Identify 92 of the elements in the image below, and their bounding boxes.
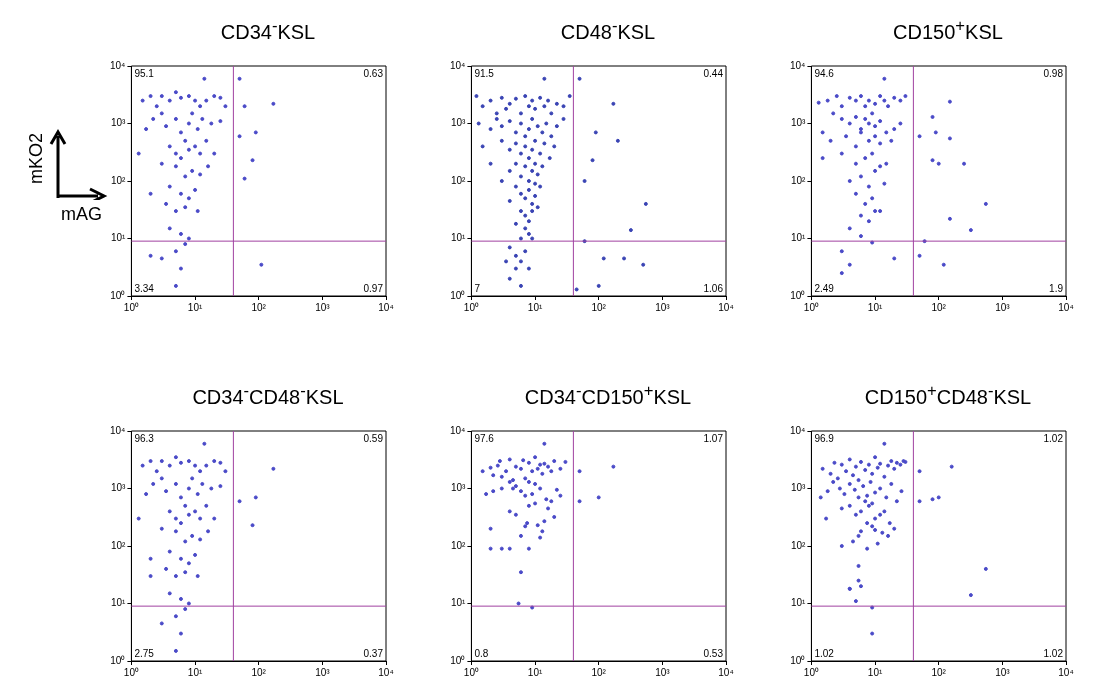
y-tick-label: 10² [450, 174, 467, 186]
y-tick-label: 10⁰ [450, 289, 466, 301]
annotation: 94.6 [814, 67, 835, 79]
x-tick-label: 10⁴ [1058, 666, 1074, 678]
annotation: 0.97 [363, 282, 384, 294]
x-tick-label: 10⁴ [378, 666, 394, 678]
x-tick-label: 10¹ [527, 301, 543, 313]
chart-title: CD150$^{+}$KSL [892, 16, 1004, 44]
y-tick-label: 10⁰ [450, 654, 466, 666]
y-tick-label: 10⁰ [790, 654, 806, 666]
y-tick-label: 10¹ [450, 232, 467, 244]
annotation: 2.75 [134, 647, 155, 659]
x-tick-label: 10⁰ [803, 301, 819, 313]
annotation: 97.6 [474, 432, 495, 444]
y-tick-label: 10⁰ [110, 654, 126, 666]
annotation: 0.44 [703, 67, 724, 79]
x-tick-label: 10² [251, 301, 267, 313]
x-tick-label: 10² [931, 301, 947, 313]
y-tick-label: 10⁴ [790, 424, 806, 436]
y-tick-label: 10⁴ [450, 59, 466, 71]
x-tick-label: 10⁰ [803, 666, 819, 678]
y-tick-label: 10² [110, 539, 127, 551]
y-tick-label: 10⁴ [450, 424, 466, 436]
x-tick-label: 10² [591, 666, 607, 678]
annotation: 96.3 [134, 432, 155, 444]
y-tick-label: 10³ [110, 117, 127, 129]
y-tick-label: 10¹ [790, 232, 807, 244]
x-axis-title: mAG [61, 204, 103, 225]
annotation: 1.02 [814, 647, 835, 659]
y-tick-label: 10² [110, 174, 127, 186]
y-axis-title: mKO2 [26, 132, 47, 185]
annotation: 0.8 [474, 647, 489, 659]
y-tick-label: 10³ [790, 482, 807, 494]
annotation: 0.53 [703, 647, 724, 659]
chart-title: CD48$^{-}$KSL [559, 16, 657, 44]
annotation: 7 [474, 282, 481, 294]
x-tick-label: 10³ [995, 301, 1011, 313]
x-tick-label: 10⁰ [123, 301, 139, 313]
y-tick-label: 10⁴ [110, 59, 126, 71]
x-tick-label: 10¹ [187, 666, 203, 678]
chart-title: CD34$^{-}$CD48$^{-}$KSL [191, 381, 345, 409]
x-tick-label: 10³ [655, 301, 671, 313]
x-tick-label: 10⁴ [378, 301, 394, 313]
annotation: 95.1 [134, 67, 155, 79]
annotation: 3.34 [134, 282, 155, 294]
x-tick-label: 10¹ [187, 301, 203, 313]
chart-title: CD34$^{-}$KSL [219, 16, 317, 44]
x-tick-label: 10³ [995, 666, 1011, 678]
chart-title: CD150$^{+}$CD48$^{-}$KSL [863, 381, 1033, 409]
y-tick-label: 10¹ [790, 597, 807, 609]
annotation: 1.07 [703, 432, 724, 444]
y-tick-label: 10² [790, 174, 807, 186]
x-tick-label: 10⁴ [718, 301, 734, 313]
y-tick-label: 10¹ [110, 232, 127, 244]
y-tick-label: 10⁴ [110, 424, 126, 436]
x-tick-label: 10³ [315, 301, 331, 313]
x-tick-label: 10⁴ [1058, 301, 1074, 313]
y-tick-label: 10³ [790, 117, 807, 129]
x-tick-label: 10⁰ [123, 666, 139, 678]
y-tick-label: 10¹ [110, 597, 127, 609]
x-tick-label: 10³ [655, 666, 671, 678]
y-tick-label: 10⁰ [110, 289, 126, 301]
annotation: 2.49 [814, 282, 835, 294]
y-tick-label: 10³ [450, 117, 467, 129]
x-tick-label: 10³ [315, 666, 331, 678]
x-tick-label: 10⁴ [718, 666, 734, 678]
x-tick-label: 10¹ [867, 301, 883, 313]
annotation: 0.63 [363, 67, 384, 79]
x-tick-label: 10¹ [867, 666, 883, 678]
x-tick-label: 10¹ [527, 666, 543, 678]
x-tick-label: 10⁰ [463, 666, 479, 678]
annotation: 0.59 [363, 432, 384, 444]
y-tick-label: 10⁰ [790, 289, 806, 301]
y-tick-label: 10³ [450, 482, 467, 494]
annotation: 0.98 [1043, 67, 1064, 79]
y-tick-label: 10² [450, 539, 467, 551]
annotation: 1.06 [703, 282, 724, 294]
chart-title: CD34$^{-}$CD150$^{+}$KSL [523, 381, 693, 409]
annotation: 1.02 [1043, 432, 1064, 444]
annotation: 1.9 [1049, 282, 1064, 294]
annotation: 0.37 [363, 647, 384, 659]
y-tick-label: 10² [790, 539, 807, 551]
x-tick-label: 10⁰ [463, 301, 479, 313]
x-tick-label: 10² [931, 666, 947, 678]
y-tick-label: 10³ [110, 482, 127, 494]
x-tick-label: 10² [591, 301, 607, 313]
annotation: 91.5 [474, 67, 495, 79]
y-tick-label: 10¹ [450, 597, 467, 609]
annotation: 96.9 [814, 432, 835, 444]
x-tick-label: 10² [251, 666, 267, 678]
annotation: 1.02 [1043, 647, 1064, 659]
y-tick-label: 10⁴ [790, 59, 806, 71]
